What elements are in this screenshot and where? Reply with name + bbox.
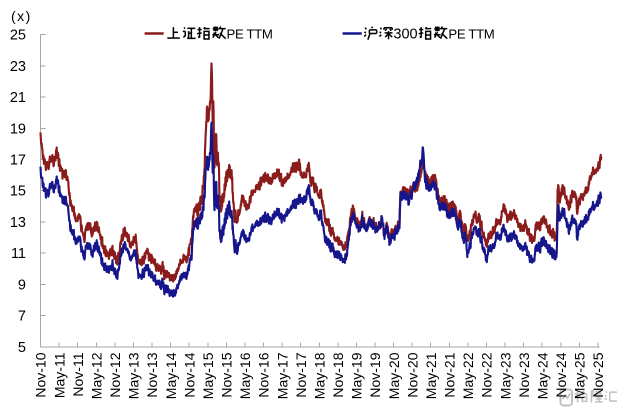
svg-text:Nov-11: Nov-11 xyxy=(70,352,86,396)
svg-text:Nov-21: Nov-21 xyxy=(442,352,458,397)
svg-text:(x): (x) xyxy=(11,8,32,24)
svg-text:May-17: May-17 xyxy=(274,352,290,399)
svg-text:May-23: May-23 xyxy=(497,352,513,399)
svg-text:May-22: May-22 xyxy=(460,352,476,399)
svg-text:PE TTM: PE TTM xyxy=(227,27,273,42)
svg-text:May-11: May-11 xyxy=(51,352,67,398)
svg-text:Nov-14: Nov-14 xyxy=(181,352,197,397)
svg-text:13: 13 xyxy=(10,215,26,231)
svg-text:Nov-24: Nov-24 xyxy=(553,352,569,397)
svg-text:May-21: May-21 xyxy=(423,352,439,399)
svg-text:17: 17 xyxy=(10,153,26,169)
svg-text:PE TTM: PE TTM xyxy=(448,27,494,42)
svg-text:11: 11 xyxy=(11,246,26,262)
svg-text:Nov-20: Nov-20 xyxy=(404,352,420,397)
svg-text:Nov-15: Nov-15 xyxy=(219,352,235,397)
svg-text:May-13: May-13 xyxy=(126,352,142,399)
svg-text:15: 15 xyxy=(10,184,26,200)
svg-text:Nov-16: Nov-16 xyxy=(256,352,272,397)
svg-text:Nov-10: Nov-10 xyxy=(33,352,49,397)
svg-text:Nov-12: Nov-12 xyxy=(107,352,123,397)
svg-text:May-19: May-19 xyxy=(349,352,365,399)
svg-text:Nov-25: Nov-25 xyxy=(590,352,606,397)
svg-text:25: 25 xyxy=(10,28,26,44)
svg-text:May-25: May-25 xyxy=(572,352,588,399)
svg-text:Nov-23: Nov-23 xyxy=(516,352,532,397)
svg-text:Nov-22: Nov-22 xyxy=(479,352,495,397)
svg-text:Nov-17: Nov-17 xyxy=(293,352,309,397)
svg-text:9: 9 xyxy=(18,277,26,293)
svg-text:19: 19 xyxy=(10,121,26,137)
svg-text:5: 5 xyxy=(18,340,26,356)
svg-text:May-24: May-24 xyxy=(534,352,550,399)
svg-text:Nov-18: Nov-18 xyxy=(330,352,346,397)
svg-text:21: 21 xyxy=(10,90,26,106)
svg-text:May-20: May-20 xyxy=(386,352,402,399)
svg-text:Nov-19: Nov-19 xyxy=(367,352,383,397)
svg-text:300: 300 xyxy=(393,27,417,43)
svg-text:May-15: May-15 xyxy=(200,352,216,399)
svg-text:Nov-13: Nov-13 xyxy=(144,352,160,397)
svg-text:May-14: May-14 xyxy=(163,352,179,399)
svg-text:7: 7 xyxy=(18,309,26,325)
svg-text:May-18: May-18 xyxy=(311,352,327,399)
svg-text:May-16: May-16 xyxy=(237,352,253,399)
svg-text:23: 23 xyxy=(10,59,26,75)
svg-text:May-12: May-12 xyxy=(88,352,104,399)
